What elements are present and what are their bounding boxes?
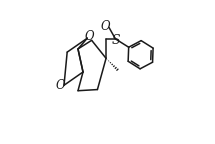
- Text: O: O: [85, 30, 95, 43]
- Text: S: S: [111, 34, 120, 47]
- Text: O: O: [101, 20, 111, 33]
- Text: O: O: [55, 79, 65, 92]
